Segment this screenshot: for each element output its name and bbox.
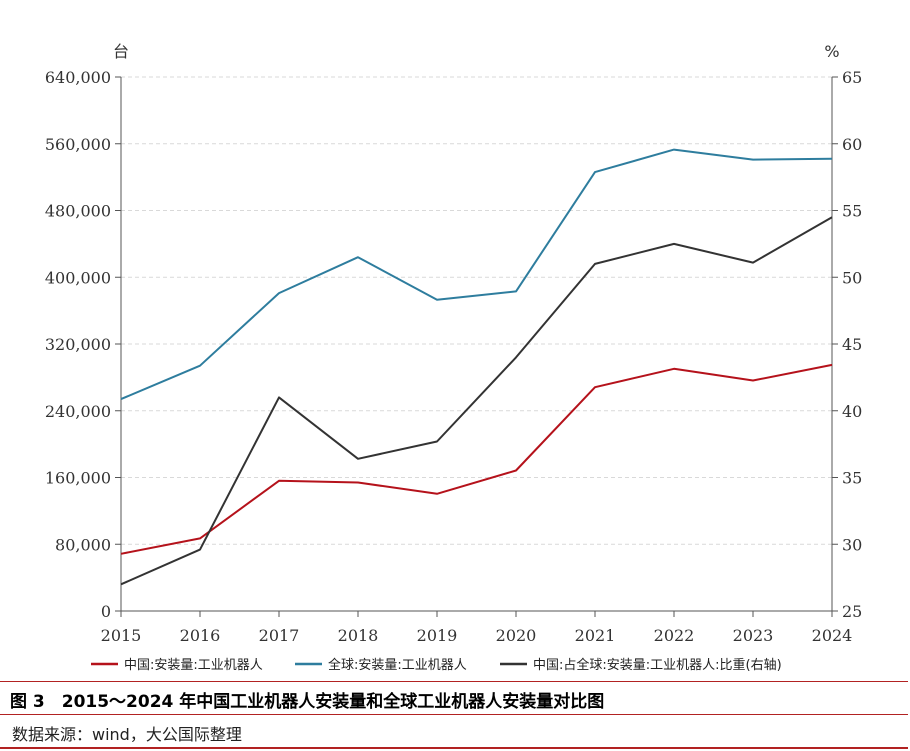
right-axis-unit: %: [824, 42, 839, 61]
left-tick-label: 480,000: [45, 202, 111, 221]
series-lines: [120, 148, 833, 586]
x-tick-label: 2024: [812, 626, 853, 645]
x-tick-label: 2019: [417, 626, 458, 645]
x-tick-label: 2017: [259, 626, 300, 645]
source-bar: 数据来源：wind，大公国际整理: [0, 715, 908, 749]
caption-bar: 图 3 2015～2024 年中国工业机器人安装量和全球工业机器人安装量对比图: [0, 681, 908, 715]
legend: 中国:安装量:工业机器人 全球:安装量:工业机器人 中国:占全球:安装量:工业机器人…: [91, 657, 782, 673]
legend-label-1: 全球:安装量:工业机器人: [328, 657, 467, 673]
left-tick-label: 80,000: [55, 535, 111, 554]
series-line-1: [120, 148, 833, 401]
left-tick-label: 240,000: [45, 402, 111, 421]
x-tick-label: 2022: [654, 626, 695, 645]
right-tick-label: 65: [842, 68, 862, 87]
right-tick-label: 30: [842, 535, 862, 554]
right-tick-label: 40: [842, 402, 862, 421]
legend-label-0: 中国:安装量:工业机器人: [124, 658, 263, 673]
x-tick-label: 2023: [733, 626, 774, 645]
right-tick-label: 60: [842, 135, 862, 154]
right-tick-label: 35: [842, 469, 862, 488]
series-line-0: [120, 363, 833, 555]
x-tick-label: 2018: [338, 626, 379, 645]
data-source: 数据来源：wind，大公国际整理: [12, 725, 242, 744]
figure-caption: 图 3 2015～2024 年中国工业机器人安装量和全球工业机器人安装量对比图: [10, 692, 605, 712]
left-tick-label: 560,000: [45, 135, 111, 154]
left-tick-label: 160,000: [45, 469, 111, 488]
axes: 0 80,000 160,000 240,000 320,000 400,000 480,0…: [45, 42, 863, 645]
right-tick-label: 50: [842, 268, 862, 287]
x-tick-label: 2015: [101, 626, 142, 645]
right-tick-label: 55: [842, 202, 862, 221]
x-tick-label: 2021: [575, 626, 616, 645]
right-tick-label: 45: [842, 335, 862, 354]
left-axis-unit: 台: [113, 42, 129, 61]
legend-label-2: 中国:占全球:安装量:工业机器人:比重(右轴): [533, 657, 782, 673]
right-tick-label: 25: [842, 602, 862, 621]
left-tick-label: 0: [101, 602, 111, 621]
left-tick-label: 400,000: [45, 268, 111, 287]
left-tick-label: 640,000: [45, 68, 111, 87]
left-tick-label: 320,000: [45, 335, 111, 354]
gridlines: [121, 76, 832, 545]
series-line-2: [120, 216, 833, 586]
x-tick-label: 2020: [496, 626, 537, 645]
line-chart: 0 80,000 160,000 240,000 320,000 400,000 480,0…: [45, 42, 863, 673]
x-tick-label: 2016: [180, 626, 221, 645]
